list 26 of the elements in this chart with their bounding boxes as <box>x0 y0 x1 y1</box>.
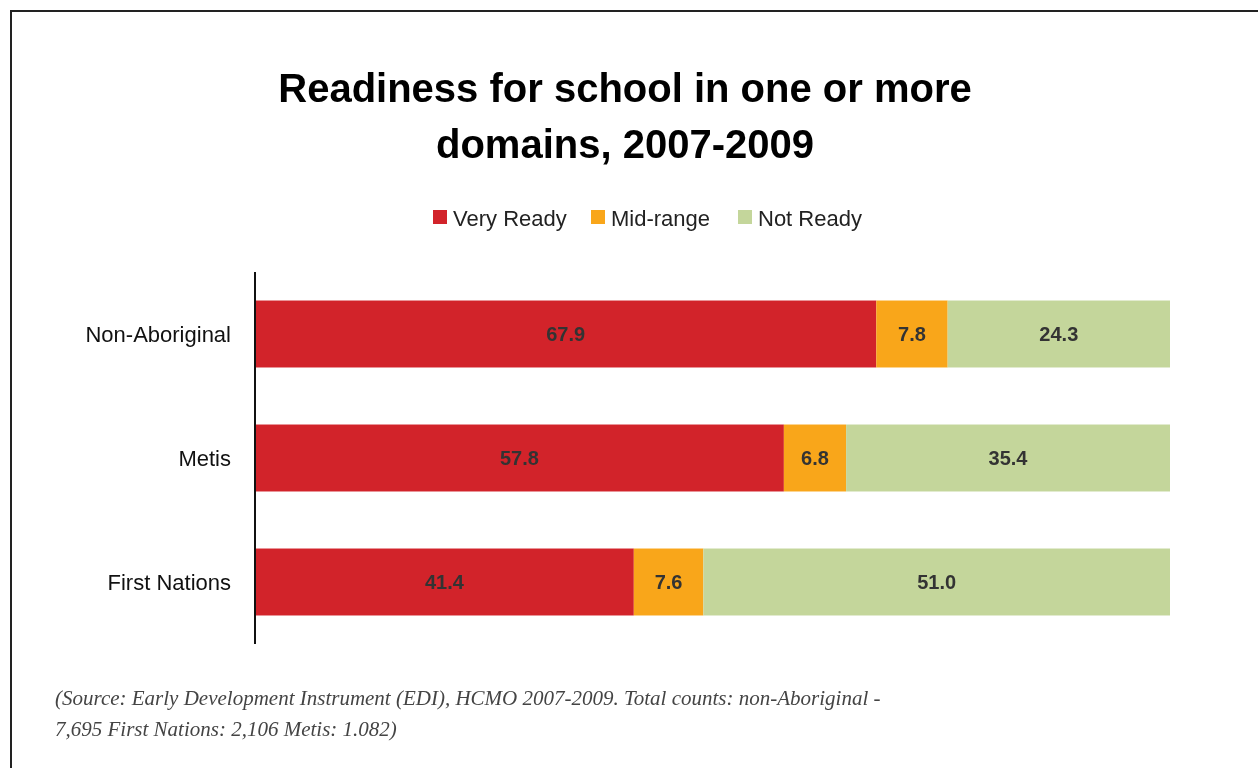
data-label: 6.8 <box>801 447 829 469</box>
bar <box>703 548 1170 616</box>
data-label: 57.8 <box>499 447 539 469</box>
legend-label: Mid-range <box>611 205 711 231</box>
legend-label: Very Ready <box>453 205 567 231</box>
data-label: 51.0 <box>917 571 957 593</box>
bar <box>255 548 634 616</box>
text: (Source: Early Development Instrument (EDI), HCMO 2007-2009. Total counts: non-Aboriginal - 7,695 First Nations: 2,106 Metis: 1.082) <box>55 686 881 741</box>
data-label: 35.4 <box>988 447 1029 469</box>
bar <box>255 300 877 368</box>
data-label: 7.6 <box>654 571 683 593</box>
chart-title: Readiness for school in one or more domains, 2007-2009 <box>278 66 972 166</box>
data-label: 67.9 <box>546 323 586 345</box>
data-label: 24.3 <box>1039 323 1079 345</box>
legend-label: Not Ready <box>758 205 862 231</box>
bar <box>633 548 704 616</box>
bar <box>783 424 847 492</box>
y-tick-label: Metis <box>178 445 231 471</box>
y-tick-label: Non-Aboriginal <box>85 321 231 347</box>
bar <box>846 424 1170 492</box>
bar <box>876 300 948 368</box>
bar <box>255 424 784 492</box>
bar <box>947 300 1170 368</box>
data-label: 7.8 <box>898 323 926 345</box>
data-label: 41.4 <box>424 571 465 593</box>
y-tick-label: First Nations <box>107 569 231 595</box>
